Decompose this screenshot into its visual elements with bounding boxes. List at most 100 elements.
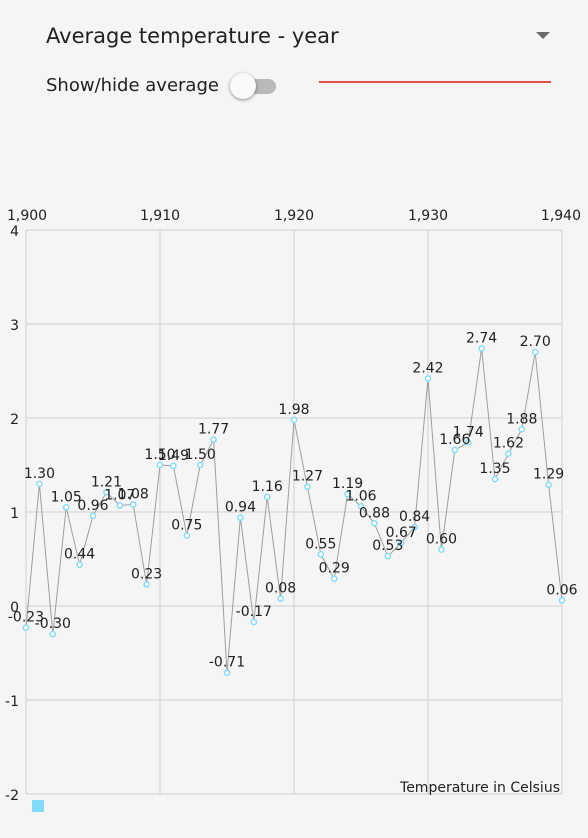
data-point xyxy=(438,546,445,553)
data-label: 0.67 xyxy=(386,525,417,541)
data-label: 0.53 xyxy=(372,538,403,554)
data-label: 0.96 xyxy=(77,498,108,514)
data-label: 0.06 xyxy=(546,582,577,598)
data-point xyxy=(424,375,432,382)
data-point xyxy=(129,501,137,508)
data-label: -0.30 xyxy=(35,616,71,632)
data-point xyxy=(451,446,459,454)
data-label: 1.16 xyxy=(252,479,283,495)
show-average-label: Show/hide average xyxy=(46,75,219,96)
data-label: 1.05 xyxy=(51,489,82,505)
chart-annotation: Temperature in Celsius xyxy=(399,780,560,796)
data-point xyxy=(143,581,150,588)
data-label: 1.06 xyxy=(345,488,376,504)
data-point xyxy=(397,539,405,547)
y-tick-label: 2 xyxy=(10,412,19,428)
data-point xyxy=(330,575,338,583)
data-label: 0.75 xyxy=(171,518,202,534)
data-label: 0.88 xyxy=(359,505,390,521)
switch-thumb xyxy=(230,73,256,99)
data-label: 1.50 xyxy=(185,447,216,463)
x-tick-label: 1,940 xyxy=(541,208,581,224)
data-label: 1.21 xyxy=(91,474,122,490)
data-label: 0.60 xyxy=(426,532,457,548)
legend-series-swatch xyxy=(32,800,44,812)
data-label: 2.74 xyxy=(466,330,497,346)
data-point xyxy=(223,669,231,677)
data-point xyxy=(411,523,418,531)
data-label: 1.77 xyxy=(198,422,229,438)
data-point xyxy=(505,450,512,458)
data-label: 1.07 xyxy=(104,487,135,503)
data-point xyxy=(304,483,311,490)
data-point xyxy=(36,480,43,488)
x-tick-label: 1,900 xyxy=(7,208,47,224)
data-point xyxy=(263,493,271,501)
show-average-switch[interactable] xyxy=(230,71,278,101)
data-point xyxy=(344,490,351,498)
show-average-row: Show/hide average xyxy=(46,70,556,104)
y-tick-label: 0 xyxy=(10,600,19,616)
data-point xyxy=(491,475,499,483)
data-label: 1.98 xyxy=(278,402,309,418)
data-label: 1.08 xyxy=(118,486,149,502)
data-label: -0.17 xyxy=(236,604,272,620)
data-label: 1.88 xyxy=(506,411,537,427)
data-point xyxy=(237,514,244,521)
x-tick-label: 1,930 xyxy=(408,208,448,224)
data-label: -0.71 xyxy=(209,655,245,671)
y-tick-label: 4 xyxy=(10,224,19,240)
data-label: 1.49 xyxy=(158,448,189,464)
data-point xyxy=(62,503,70,511)
data-point xyxy=(531,348,539,356)
data-label: 0.29 xyxy=(319,561,350,577)
average-line-sample xyxy=(319,81,551,83)
data-label: 0.94 xyxy=(225,500,256,516)
data-point xyxy=(210,436,217,443)
data-point xyxy=(290,416,298,424)
data-label: 1.50 xyxy=(144,447,175,463)
data-label: 1.29 xyxy=(533,467,564,483)
data-point xyxy=(89,512,97,520)
data-label: 1.27 xyxy=(292,469,323,485)
data-point xyxy=(545,481,552,489)
data-label: 0.84 xyxy=(399,509,430,525)
data-label: -0.23 xyxy=(8,610,44,626)
data-point xyxy=(49,630,57,638)
data-point xyxy=(277,595,284,602)
data-label: 0.23 xyxy=(131,566,162,582)
dropdown-selected-label: Average temperature - year xyxy=(46,24,339,48)
data-point xyxy=(76,561,83,568)
x-tick-label: 1,910 xyxy=(140,208,180,224)
data-point xyxy=(103,488,110,496)
data-point xyxy=(22,624,30,631)
data-point xyxy=(464,439,472,446)
temperature-period-dropdown[interactable]: Average temperature - year xyxy=(46,20,554,56)
y-tick-label: 3 xyxy=(10,318,19,334)
dropdown-arrow-icon xyxy=(536,32,550,39)
data-label: 1.19 xyxy=(332,476,363,492)
x-tick-label: 1,920 xyxy=(274,208,314,224)
data-point xyxy=(371,519,378,527)
data-label: 1.30 xyxy=(24,466,55,482)
y-tick-label: 1 xyxy=(10,506,19,522)
data-label: 1.74 xyxy=(453,424,484,440)
data-point xyxy=(518,425,526,433)
data-label: 1.66 xyxy=(439,432,470,448)
data-label: 2.70 xyxy=(520,334,551,350)
data-label: 0.55 xyxy=(305,536,336,552)
data-point xyxy=(478,345,485,352)
data-label: 1.35 xyxy=(479,461,510,477)
y-tick-label: -1 xyxy=(5,694,19,710)
data-point xyxy=(170,462,177,470)
temperature-line-chart: 4 3 2 1 0 -1 -2 1,900 1,910 1,920 1,930 1,940 -0.23… xyxy=(5,208,581,804)
data-label: 0.44 xyxy=(64,547,95,563)
data-label: 2.42 xyxy=(412,361,443,377)
data-point xyxy=(250,618,258,626)
data-point xyxy=(558,597,566,604)
y-tick-label: -2 xyxy=(5,788,19,804)
data-point xyxy=(196,461,204,469)
data-point xyxy=(384,552,392,560)
data-point xyxy=(116,502,124,509)
data-label: 1.62 xyxy=(493,436,524,452)
